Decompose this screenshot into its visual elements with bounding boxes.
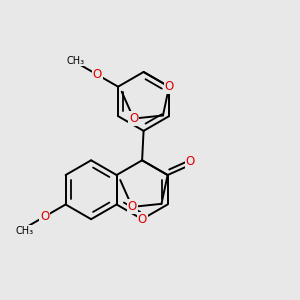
Text: O: O	[129, 112, 138, 125]
Text: O: O	[164, 80, 174, 93]
Text: CH₃: CH₃	[66, 56, 84, 66]
Text: CH₃: CH₃	[15, 226, 33, 236]
Text: O: O	[137, 213, 147, 226]
Text: O: O	[186, 155, 195, 168]
Text: O: O	[92, 68, 102, 81]
Text: O: O	[128, 200, 137, 213]
Text: O: O	[40, 210, 49, 223]
